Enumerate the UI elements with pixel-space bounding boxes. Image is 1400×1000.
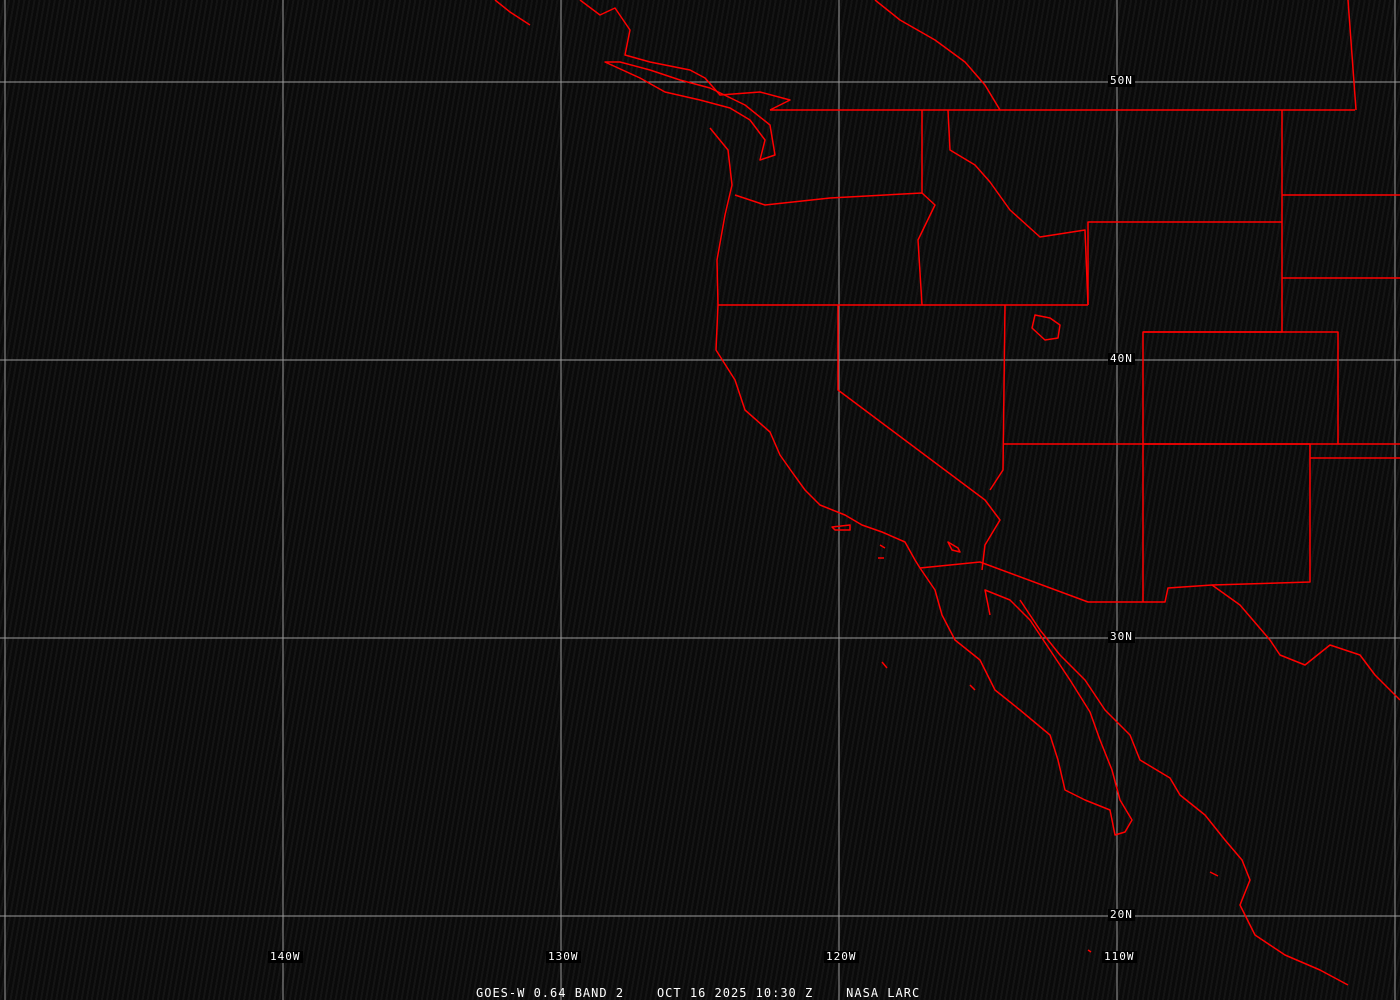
- coastlines-and-borders: [494, 0, 1400, 986]
- lon-label-130w: 130W: [546, 950, 581, 963]
- utah-colorado-wyoming: [1003, 221, 1283, 445]
- caption-satellite: GOES-W 0.64 BAND 2: [476, 986, 625, 1000]
- lat-label-20n: 20N: [1108, 908, 1135, 921]
- lon-label-110w: 110W: [1102, 950, 1137, 963]
- arizona-newmexico-border: [1142, 443, 1311, 602]
- oregon-washington-border: [734, 192, 936, 306]
- lat-label-50n: 50N: [1108, 74, 1135, 87]
- us-mexico-border: [919, 561, 1400, 701]
- caption-datetime: OCT 16 2025 10:30 Z: [656, 986, 814, 1000]
- us-west-coast: [709, 127, 1133, 836]
- idaho-montana-border: [947, 109, 1089, 306]
- islands: [831, 524, 1219, 953]
- lat-label-40n: 40N: [1108, 352, 1135, 365]
- great-salt-lake: [1031, 314, 1061, 341]
- image-caption: GOES-W 0.64 BAND 2 OCT 16 2025 10:30 Z N…: [476, 986, 920, 1000]
- vancouver-island: [604, 61, 776, 161]
- bc-coast: [494, 0, 791, 111]
- colorado-border: [1143, 331, 1339, 445]
- canada-us-border: [770, 0, 1357, 111]
- lon-label-120w: 120W: [824, 950, 859, 963]
- dakotas-borders: [1282, 194, 1400, 459]
- nevada-utah-border: [989, 304, 1006, 491]
- mexico-mainland-coast: [1019, 599, 1349, 986]
- lon-label-140w: 140W: [268, 950, 303, 963]
- lat-label-30n: 30N: [1108, 630, 1135, 643]
- caption-source: NASA LARC: [846, 986, 921, 1000]
- california-nevada-border: [837, 305, 1001, 571]
